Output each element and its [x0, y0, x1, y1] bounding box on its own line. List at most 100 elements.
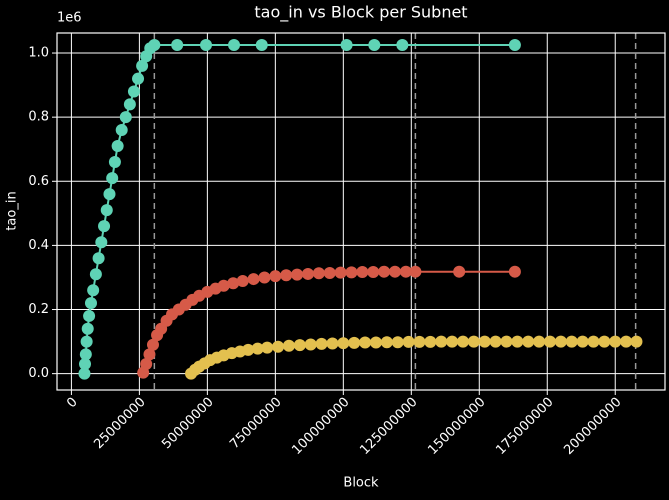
- point: [242, 343, 255, 356]
- point: [136, 59, 149, 72]
- point: [554, 335, 567, 348]
- point: [337, 337, 350, 350]
- series-line: [142, 270, 515, 374]
- point: [326, 337, 339, 350]
- x-tick-label: 200000000: [561, 395, 624, 458]
- point: [95, 236, 108, 249]
- point: [533, 335, 546, 348]
- point: [453, 265, 466, 278]
- point: [236, 274, 249, 287]
- y-tick-label: 0.8: [28, 110, 49, 125]
- point: [413, 335, 426, 348]
- point: [123, 98, 136, 111]
- point: [478, 335, 491, 348]
- point: [258, 271, 271, 284]
- x-tick-label: 50000000: [159, 395, 216, 452]
- point: [251, 342, 264, 355]
- point: [80, 335, 93, 348]
- point: [576, 335, 589, 348]
- point: [84, 297, 97, 310]
- point: [508, 39, 521, 52]
- point: [119, 111, 132, 124]
- x-tick-label: 100000000: [289, 395, 352, 458]
- y-tick-label: 0.4: [28, 238, 49, 253]
- point: [247, 273, 260, 286]
- point: [269, 270, 282, 283]
- y-tick-label: 0.6: [28, 174, 49, 189]
- point: [334, 266, 347, 279]
- point: [511, 335, 524, 348]
- point: [282, 339, 295, 352]
- point: [200, 39, 213, 52]
- point: [100, 204, 113, 217]
- point: [359, 336, 372, 349]
- x-tick-label: 75000000: [227, 395, 284, 452]
- point: [261, 341, 274, 354]
- point: [228, 39, 241, 52]
- point: [132, 72, 145, 85]
- point: [402, 335, 415, 348]
- point: [446, 335, 459, 348]
- point: [272, 340, 285, 353]
- point: [543, 335, 556, 348]
- point: [435, 335, 448, 348]
- point: [500, 335, 513, 348]
- point: [293, 339, 306, 352]
- point: [301, 267, 314, 280]
- point: [424, 335, 437, 348]
- point: [456, 335, 469, 348]
- plot-frame: [56, 32, 666, 391]
- point: [291, 268, 304, 281]
- x-tick-label: 25000000: [91, 395, 148, 452]
- y-axis-label: tao_in: [5, 191, 20, 230]
- point: [399, 265, 412, 278]
- point: [127, 85, 140, 98]
- point: [369, 336, 382, 349]
- point: [78, 367, 91, 380]
- point: [89, 268, 102, 281]
- point: [508, 265, 521, 278]
- point: [83, 309, 96, 322]
- point: [409, 265, 422, 278]
- point: [111, 140, 124, 153]
- x-axis-label: Block: [343, 476, 379, 491]
- point: [388, 265, 401, 278]
- y-tick-label: 1.0: [28, 46, 49, 61]
- point: [304, 338, 317, 351]
- point: [315, 337, 328, 350]
- point: [103, 188, 116, 201]
- point: [356, 266, 369, 279]
- point: [255, 39, 268, 52]
- point: [348, 336, 361, 349]
- point: [378, 265, 391, 278]
- point: [391, 336, 404, 349]
- y-tick-label: 0.2: [28, 302, 49, 317]
- point: [380, 336, 393, 349]
- point: [79, 358, 92, 371]
- point: [108, 156, 121, 169]
- point: [396, 39, 409, 52]
- point: [79, 348, 92, 361]
- point: [522, 335, 535, 348]
- x-tick-label: 0: [64, 395, 80, 411]
- y-offset-label: 1e6: [57, 11, 82, 26]
- point: [620, 335, 633, 348]
- x-tick-label: 125000000: [357, 395, 420, 458]
- point: [92, 252, 105, 265]
- point: [598, 335, 611, 348]
- point: [171, 39, 184, 52]
- x-tick-label: 175000000: [493, 395, 556, 458]
- point: [467, 335, 480, 348]
- point: [227, 277, 240, 290]
- point: [81, 322, 94, 335]
- point: [148, 39, 161, 52]
- point: [98, 220, 111, 233]
- point: [565, 335, 578, 348]
- point: [217, 279, 230, 292]
- point: [609, 335, 622, 348]
- point: [345, 266, 358, 279]
- point: [340, 39, 353, 52]
- point: [115, 123, 128, 136]
- point: [630, 335, 643, 348]
